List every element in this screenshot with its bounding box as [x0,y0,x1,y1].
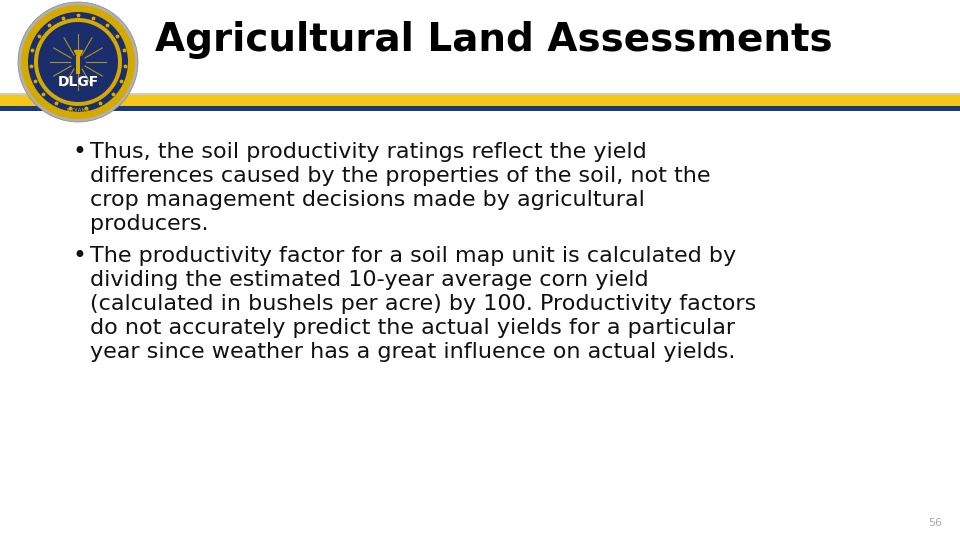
Text: (calculated in bushels per acre) by 100. Productivity factors: (calculated in bushels per acre) by 100.… [90,294,756,314]
Bar [76,56,80,74]
Text: producers.: producers. [90,214,208,234]
Text: •: • [72,244,85,268]
Circle shape [18,2,138,122]
Text: DLGF: DLGF [58,75,99,89]
Text: Thus, the soil productivity ratings reflect the yield: Thus, the soil productivity ratings refl… [90,142,647,162]
Bar [0,93,960,95]
Text: •: • [72,140,85,164]
Text: INDIANA: INDIANA [66,109,89,113]
Circle shape [21,5,135,119]
Text: year since weather has a great influence on actual yields.: year since weather has a great influence… [90,342,735,362]
Text: dividing the estimated 10-year average corn yield: dividing the estimated 10-year average c… [90,270,649,290]
Text: differences caused by the properties of the soil, not the: differences caused by the properties of … [90,166,710,186]
Text: crop management decisions made by agricultural: crop management decisions made by agricu… [90,190,645,210]
Text: 56: 56 [928,518,942,528]
Bar [0,106,960,111]
Text: The productivity factor for a soil map unit is calculated by: The productivity factor for a soil map u… [90,246,736,266]
Circle shape [34,18,122,106]
Bar [0,95,960,106]
Text: do not accurately predict the actual yields for a particular: do not accurately predict the actual yie… [90,318,735,338]
Circle shape [38,22,118,102]
Text: Agricultural Land Assessments: Agricultural Land Assessments [155,21,832,59]
Circle shape [28,12,128,112]
